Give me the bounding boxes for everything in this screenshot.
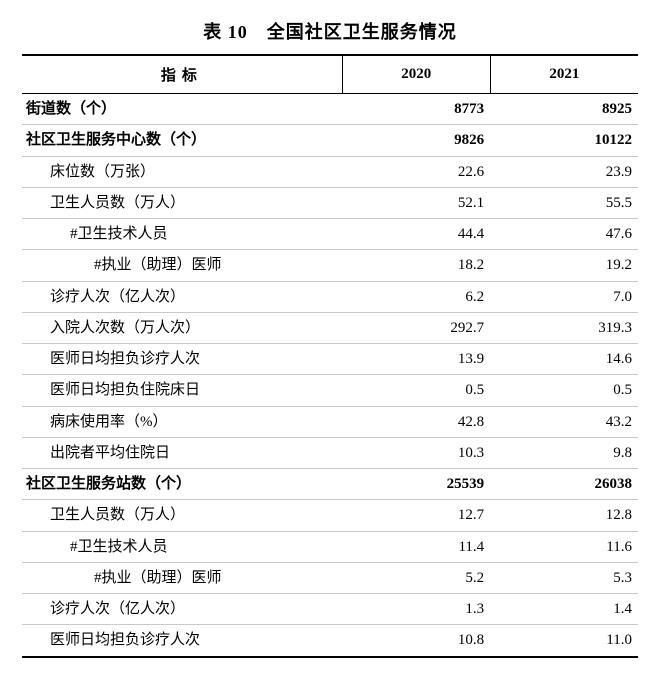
row-value-2020: 42.8: [342, 406, 490, 437]
row-value-2020: 9826: [342, 125, 490, 156]
table-row: 诊疗人次（亿人次）1.31.4: [22, 594, 638, 625]
table-row: 社区卫生服务中心数（个）982610122: [22, 125, 638, 156]
table-row: 出院者平均住院日10.39.8: [22, 437, 638, 468]
table-row: 病床使用率（%）42.843.2: [22, 406, 638, 437]
row-value-2021: 7.0: [490, 281, 638, 312]
table-row: #执业（助理）医师18.219.2: [22, 250, 638, 281]
row-label: 卫生人员数（万人）: [22, 187, 342, 218]
table-title: 表 10 全国社区卫生服务情况: [22, 18, 638, 44]
row-value-2020: 12.7: [342, 500, 490, 531]
row-label: 病床使用率（%）: [22, 406, 342, 437]
row-value-2020: 6.2: [342, 281, 490, 312]
row-value-2020: 44.4: [342, 219, 490, 250]
row-label: 诊疗人次（亿人次）: [22, 594, 342, 625]
row-value-2021: 11.0: [490, 625, 638, 657]
row-value-2020: 1.3: [342, 594, 490, 625]
data-table: 指标 2020 2021 街道数（个）87738925社区卫生服务中心数（个）9…: [22, 54, 638, 658]
row-value-2021: 19.2: [490, 250, 638, 281]
row-label: 诊疗人次（亿人次）: [22, 281, 342, 312]
table-row: 诊疗人次（亿人次）6.27.0: [22, 281, 638, 312]
row-value-2021: 11.6: [490, 531, 638, 562]
col-header-indicator: 指标: [22, 55, 342, 94]
row-value-2021: 9.8: [490, 437, 638, 468]
row-value-2021: 1.4: [490, 594, 638, 625]
row-label: 医师日均担负诊疗人次: [22, 344, 342, 375]
table-row: #卫生技术人员44.447.6: [22, 219, 638, 250]
table-row: 医师日均担负诊疗人次10.811.0: [22, 625, 638, 657]
row-value-2021: 12.8: [490, 500, 638, 531]
table-row: 卫生人员数（万人）52.155.5: [22, 187, 638, 218]
row-value-2020: 13.9: [342, 344, 490, 375]
row-value-2020: 292.7: [342, 312, 490, 343]
row-value-2020: 10.3: [342, 437, 490, 468]
row-value-2020: 18.2: [342, 250, 490, 281]
row-label: #卫生技术人员: [22, 531, 342, 562]
row-label: #卫生技术人员: [22, 219, 342, 250]
row-value-2020: 22.6: [342, 156, 490, 187]
row-label: #执业（助理）医师: [22, 250, 342, 281]
table-row: 床位数（万张）22.623.9: [22, 156, 638, 187]
row-value-2021: 23.9: [490, 156, 638, 187]
table-body: 街道数（个）87738925社区卫生服务中心数（个）982610122床位数（万…: [22, 94, 638, 657]
col-header-2020: 2020: [342, 55, 490, 94]
row-label: 街道数（个）: [22, 94, 342, 125]
row-value-2020: 8773: [342, 94, 490, 125]
table-header: 指标 2020 2021: [22, 55, 638, 94]
row-label: 卫生人员数（万人）: [22, 500, 342, 531]
row-value-2020: 0.5: [342, 375, 490, 406]
row-label: 入院人次数（万人次）: [22, 312, 342, 343]
col-header-2021: 2021: [490, 55, 638, 94]
row-value-2021: 47.6: [490, 219, 638, 250]
row-value-2020: 11.4: [342, 531, 490, 562]
row-value-2020: 10.8: [342, 625, 490, 657]
row-value-2021: 14.6: [490, 344, 638, 375]
row-value-2021: 43.2: [490, 406, 638, 437]
row-value-2021: 319.3: [490, 312, 638, 343]
row-label: 床位数（万张）: [22, 156, 342, 187]
row-label: 社区卫生服务站数（个）: [22, 469, 342, 500]
row-label: 医师日均担负诊疗人次: [22, 625, 342, 657]
table-row: 入院人次数（万人次）292.7319.3: [22, 312, 638, 343]
row-value-2021: 26038: [490, 469, 638, 500]
table-row: 医师日均担负诊疗人次13.914.6: [22, 344, 638, 375]
row-value-2021: 55.5: [490, 187, 638, 218]
row-value-2021: 10122: [490, 125, 638, 156]
table-row: #卫生技术人员11.411.6: [22, 531, 638, 562]
row-label: 社区卫生服务中心数（个）: [22, 125, 342, 156]
table-row: 社区卫生服务站数（个）2553926038: [22, 469, 638, 500]
row-label: 医师日均担负住院床日: [22, 375, 342, 406]
row-label: #执业（助理）医师: [22, 562, 342, 593]
row-label: 出院者平均住院日: [22, 437, 342, 468]
row-value-2021: 8925: [490, 94, 638, 125]
row-value-2021: 5.3: [490, 562, 638, 593]
row-value-2021: 0.5: [490, 375, 638, 406]
table-row: 街道数（个）87738925: [22, 94, 638, 125]
table-row: 卫生人员数（万人）12.712.8: [22, 500, 638, 531]
row-value-2020: 5.2: [342, 562, 490, 593]
table-row: 医师日均担负住院床日0.50.5: [22, 375, 638, 406]
row-value-2020: 52.1: [342, 187, 490, 218]
row-value-2020: 25539: [342, 469, 490, 500]
table-row: #执业（助理）医师5.25.3: [22, 562, 638, 593]
